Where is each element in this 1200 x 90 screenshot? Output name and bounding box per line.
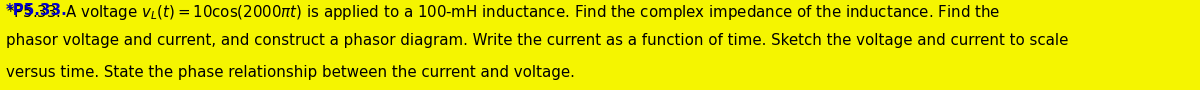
Text: phasor voltage and current, and construct a phasor diagram. Write the current as: phasor voltage and current, and construc… <box>6 33 1068 48</box>
Text: *P5.33.: *P5.33. <box>6 3 67 18</box>
Text: versus time. State the phase relationship between the current and voltage.: versus time. State the phase relationshi… <box>6 65 575 80</box>
Text: *P5.33. A voltage $v_L(t) = 10\cos(2000\pi t)$ is applied to a 100-mH inductance: *P5.33. A voltage $v_L(t) = 10\cos(2000\… <box>6 3 1001 22</box>
